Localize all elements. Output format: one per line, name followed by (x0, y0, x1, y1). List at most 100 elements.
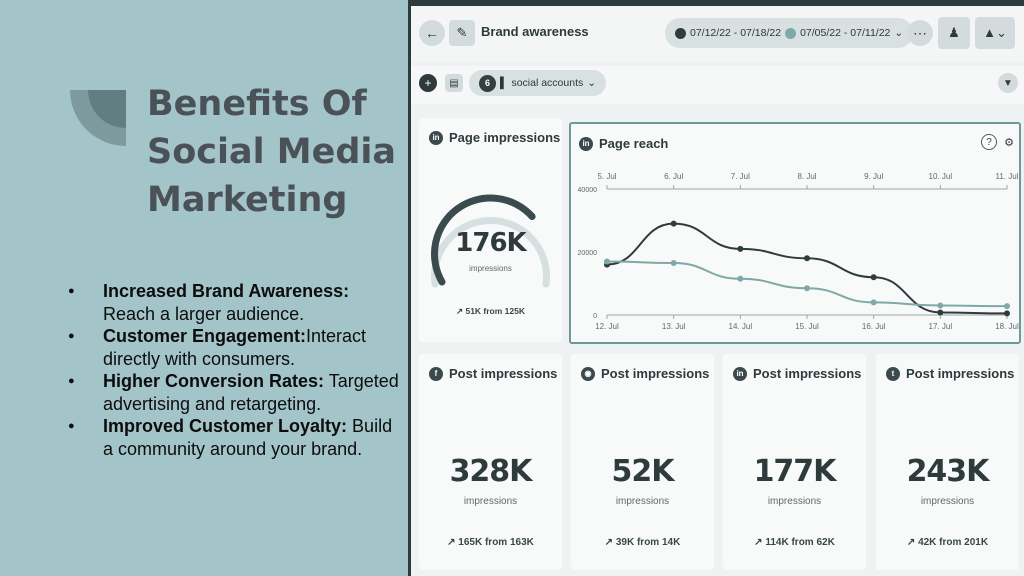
social-accounts-label: social accounts (511, 77, 584, 89)
page-impressions-value: 176K (455, 228, 526, 258)
previous-period-dot-icon (785, 27, 797, 39)
post-impressions-card: in Post impressions 177K impressions ↗ 1… (723, 354, 866, 570)
data-point (1004, 310, 1010, 317)
impressions-trend: ↗ 39K from 14K (604, 537, 681, 548)
current-period-dot-icon (675, 27, 686, 39)
y-tick-label: 20000 (578, 250, 598, 257)
impressions-unit: impressions (615, 496, 670, 507)
chevron-down-icon: ⌄ (587, 77, 597, 89)
user-add-icon[interactable]: ♟ (938, 17, 970, 49)
top-x-tick-label: 10. Jul (929, 172, 953, 181)
card-title: Page impressions (449, 130, 561, 145)
x-tick-label: 16. Jul (862, 322, 886, 331)
dashboard-title: Brand awareness (481, 24, 589, 39)
impressions-trend: ↗ 165K from 163K (447, 537, 534, 548)
top-x-tick-label: 8. Jul (797, 172, 816, 181)
top-x-tick-label: 7. Jul (731, 172, 750, 181)
trend-text: 42K from 201K (918, 537, 989, 548)
series-line (606, 222, 1008, 315)
benefits-list: Increased Brand Awareness: Reach a large… (62, 280, 402, 460)
x-tick-label: 18. Jul (995, 322, 1019, 331)
card-title: Post impressions (906, 366, 1015, 381)
dashboard-screenshot: ← ✎ Brand awareness 07/12/22 - 07/18/22 … (408, 0, 1024, 576)
impressions-trend: ↗ 51K from 125K (455, 306, 525, 316)
trend-text: 165K from 163K (458, 537, 534, 548)
decorative-quarter-circle-icon (70, 90, 126, 146)
slide-title: Benefits Of Social Media Marketing (147, 84, 397, 220)
comment-icon[interactable]: ▤ (445, 74, 463, 92)
card-header: in Post impressions (733, 366, 861, 381)
data-point (937, 302, 944, 309)
trend-text: 51K from 125K (465, 306, 525, 316)
help-icon[interactable]: ? (981, 134, 997, 150)
date-range-previous: 07/05/22 - 07/11/22 (800, 27, 891, 39)
card-header: in Page impressions (429, 130, 560, 145)
card-header: in Page reach (579, 136, 668, 151)
post-impressions-card: f Post impressions 328K impressions ↗ 16… (419, 354, 562, 570)
top-x-tick-label: 11. Jul (996, 172, 1019, 181)
filter-bar: + ▤ 6 ▌ social accounts ⌄ ▼ (411, 66, 1024, 104)
gear-icon[interactable]: ⚙ (1004, 136, 1014, 149)
data-point (937, 309, 944, 316)
chart-title: Page reach (599, 136, 669, 151)
facebook-icon: f (429, 366, 443, 381)
data-point (870, 299, 877, 306)
x-tick-label: 14. Jul (729, 322, 753, 331)
data-point (737, 245, 744, 252)
post-impressions-value: 243K (906, 454, 990, 489)
top-x-tick-label: 6. Jul (664, 172, 683, 181)
share-dropdown-icon[interactable]: ▲⌄ (975, 17, 1015, 49)
data-point (1004, 303, 1010, 310)
series-line (606, 260, 1008, 308)
impressions-trend: ↗ 114K from 62K (754, 537, 835, 548)
impressions-unit: impressions (920, 496, 975, 507)
card-title: Post impressions (449, 366, 558, 381)
x-tick-label: 13. Jul (662, 322, 686, 331)
trend-text: 39K from 14K (615, 537, 681, 548)
impressions-trend: ↗ 42K from 201K (906, 537, 989, 548)
data-point (870, 274, 877, 281)
twitter-icon: t (886, 366, 900, 381)
y-tick-label: 40000 (578, 187, 598, 194)
back-arrow-icon[interactable]: ← (419, 20, 445, 46)
trend-text: 114K from 62K (765, 537, 835, 548)
data-point (804, 285, 810, 292)
benefit-heading: Higher Conversion Rates: (103, 371, 325, 391)
date-range-selector[interactable]: 07/12/22 - 07/18/22 07/05/22 - 07/11/22 … (665, 18, 914, 48)
post-impressions-value: 328K (449, 454, 533, 489)
benefit-heading: Customer Engagement: (103, 326, 307, 346)
page-reach-card: in Page reach ? ⚙ 5. Jul 6. Jul 7. Jul 8. J… (569, 122, 1021, 344)
card-header: ◉ Post impressions (581, 366, 709, 381)
data-point (670, 260, 677, 267)
top-x-tick-label: 5. Jul (597, 172, 616, 181)
post-impressions-card: t Post impressions 243K impressions ↗ 42… (876, 354, 1019, 570)
impressions-unit: impressions (767, 496, 822, 507)
more-options-icon[interactable]: ⋯ (907, 20, 933, 46)
filter-funnel-icon[interactable]: ▼ (998, 73, 1018, 93)
card-title: Post impressions (601, 366, 710, 381)
data-point (804, 255, 810, 262)
date-range-current: 07/12/22 - 07/18/22 (690, 27, 782, 39)
social-accounts-filter[interactable]: 6 ▌ social accounts ⌄ (469, 70, 607, 96)
edit-pencil-icon[interactable]: ✎ (449, 20, 475, 46)
page-impressions-card: in Page impressions 176K impressions ↗ 5… (419, 118, 562, 342)
add-icon[interactable]: + (419, 74, 437, 92)
post-impressions-value: 177K (753, 454, 837, 489)
card-header: f Post impressions (429, 366, 557, 381)
page-reach-chart: 5. Jul 6. Jul 7. Jul 8. Jul 9. Jul 10. Jul 11.… (578, 172, 1019, 331)
card-title: Post impressions (753, 366, 862, 381)
gauge-fill (431, 194, 536, 286)
accounts-count-badge: 6 (479, 74, 496, 92)
dashboard-toolbar: ← ✎ Brand awareness 07/12/22 - 07/18/22 … (411, 6, 1024, 62)
impressions-unit: impressions (463, 496, 518, 507)
x-tick-label: 15. Jul (795, 322, 819, 331)
post-impressions-value: 52K (611, 454, 675, 489)
benefit-item: Customer Engagement:Interact directly wi… (62, 325, 402, 370)
card-header: t Post impressions (886, 366, 1014, 381)
top-x-tick-label: 9. Jul (864, 172, 883, 181)
post-impressions-card: ◉ Post impressions 52K impressions ↗ 39K… (571, 354, 714, 570)
instagram-icon: ◉ (581, 366, 595, 381)
benefit-text: Build a community around your brand. (103, 416, 393, 459)
benefit-item: Improved Customer Loyalty: Build a commu… (62, 415, 402, 460)
data-point (604, 258, 610, 265)
